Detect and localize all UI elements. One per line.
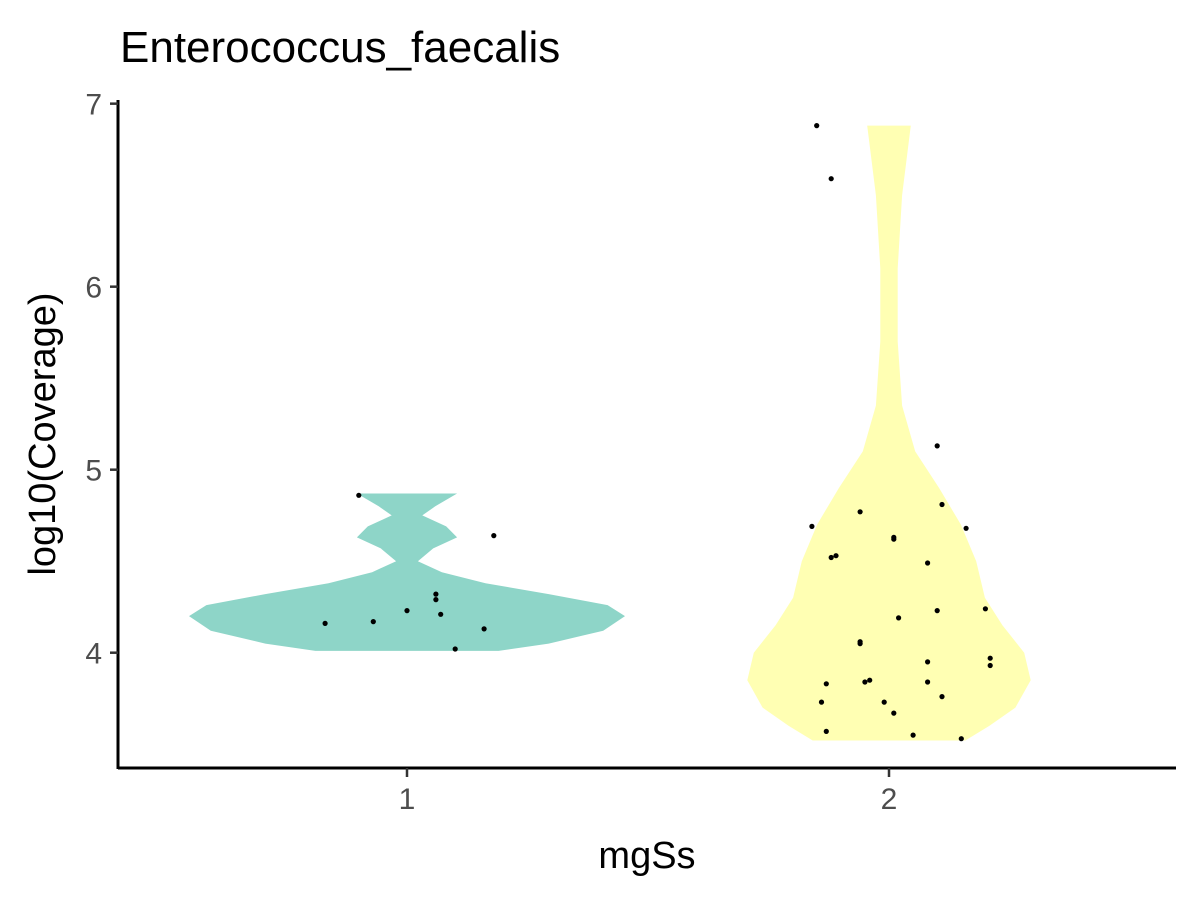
x-tick-label-1: 1	[399, 783, 416, 816]
data-point-1-6	[438, 611, 444, 617]
data-point-2-24	[823, 681, 829, 687]
data-point-1-7	[452, 646, 458, 652]
data-point-2-29	[823, 728, 829, 735]
data-point-2-14	[934, 608, 940, 614]
data-point-2-28	[891, 710, 897, 716]
data-point-2-11	[828, 554, 834, 561]
data-point-1-8	[481, 626, 487, 632]
data-point-1-3	[404, 608, 410, 614]
data-point-2-26	[818, 699, 825, 705]
data-point-2-22	[862, 679, 868, 685]
violin-layer	[189, 125, 1031, 741]
data-point-2-23	[925, 679, 931, 685]
x-tick-label-2: 2	[881, 783, 898, 816]
data-point-2-5	[857, 509, 863, 515]
data-point-2-2	[828, 176, 834, 182]
data-point-2-7	[963, 525, 969, 531]
y-tick-label-7: 7	[85, 89, 102, 122]
data-point-1-9	[491, 533, 497, 539]
y-axis-ticks: 4 5 6 7	[85, 89, 118, 671]
data-point-2-6	[809, 523, 815, 530]
data-point-2-1	[814, 123, 820, 129]
data-point-2-30	[910, 732, 916, 738]
data-point-1-2	[370, 619, 376, 625]
chart-title: Enterococcus_faecalis	[120, 23, 560, 72]
data-point-2-19	[925, 659, 931, 665]
y-tick-label-4: 4	[85, 638, 102, 671]
data-point-1-10	[356, 492, 362, 498]
y-tick-label-5: 5	[85, 455, 102, 488]
data-point-2-12	[925, 560, 931, 566]
data-point-2-9	[891, 536, 897, 542]
data-point-1-4	[433, 591, 439, 597]
y-axis-title: log10(Coverage)	[22, 292, 64, 575]
data-point-2-13	[982, 606, 989, 612]
data-point-2-15	[896, 615, 902, 621]
data-point-1-1	[322, 620, 328, 627]
data-point-2-21	[867, 677, 873, 683]
data-point-2-17	[857, 641, 863, 647]
jitter-points-layer	[322, 123, 993, 742]
data-point-2-3	[934, 443, 940, 449]
y-tick-label-6: 6	[85, 272, 102, 305]
data-point-2-31	[958, 736, 964, 742]
data-point-2-10	[833, 553, 839, 559]
data-point-2-27	[881, 699, 887, 705]
data-point-2-4	[939, 501, 945, 508]
data-point-2-25	[939, 694, 945, 700]
x-axis-title: mgSs	[598, 835, 695, 877]
violin-1	[189, 493, 625, 651]
violin-2	[747, 125, 1031, 741]
data-point-2-20	[987, 662, 993, 669]
data-point-1-5	[433, 597, 439, 603]
data-point-2-18	[987, 655, 993, 661]
